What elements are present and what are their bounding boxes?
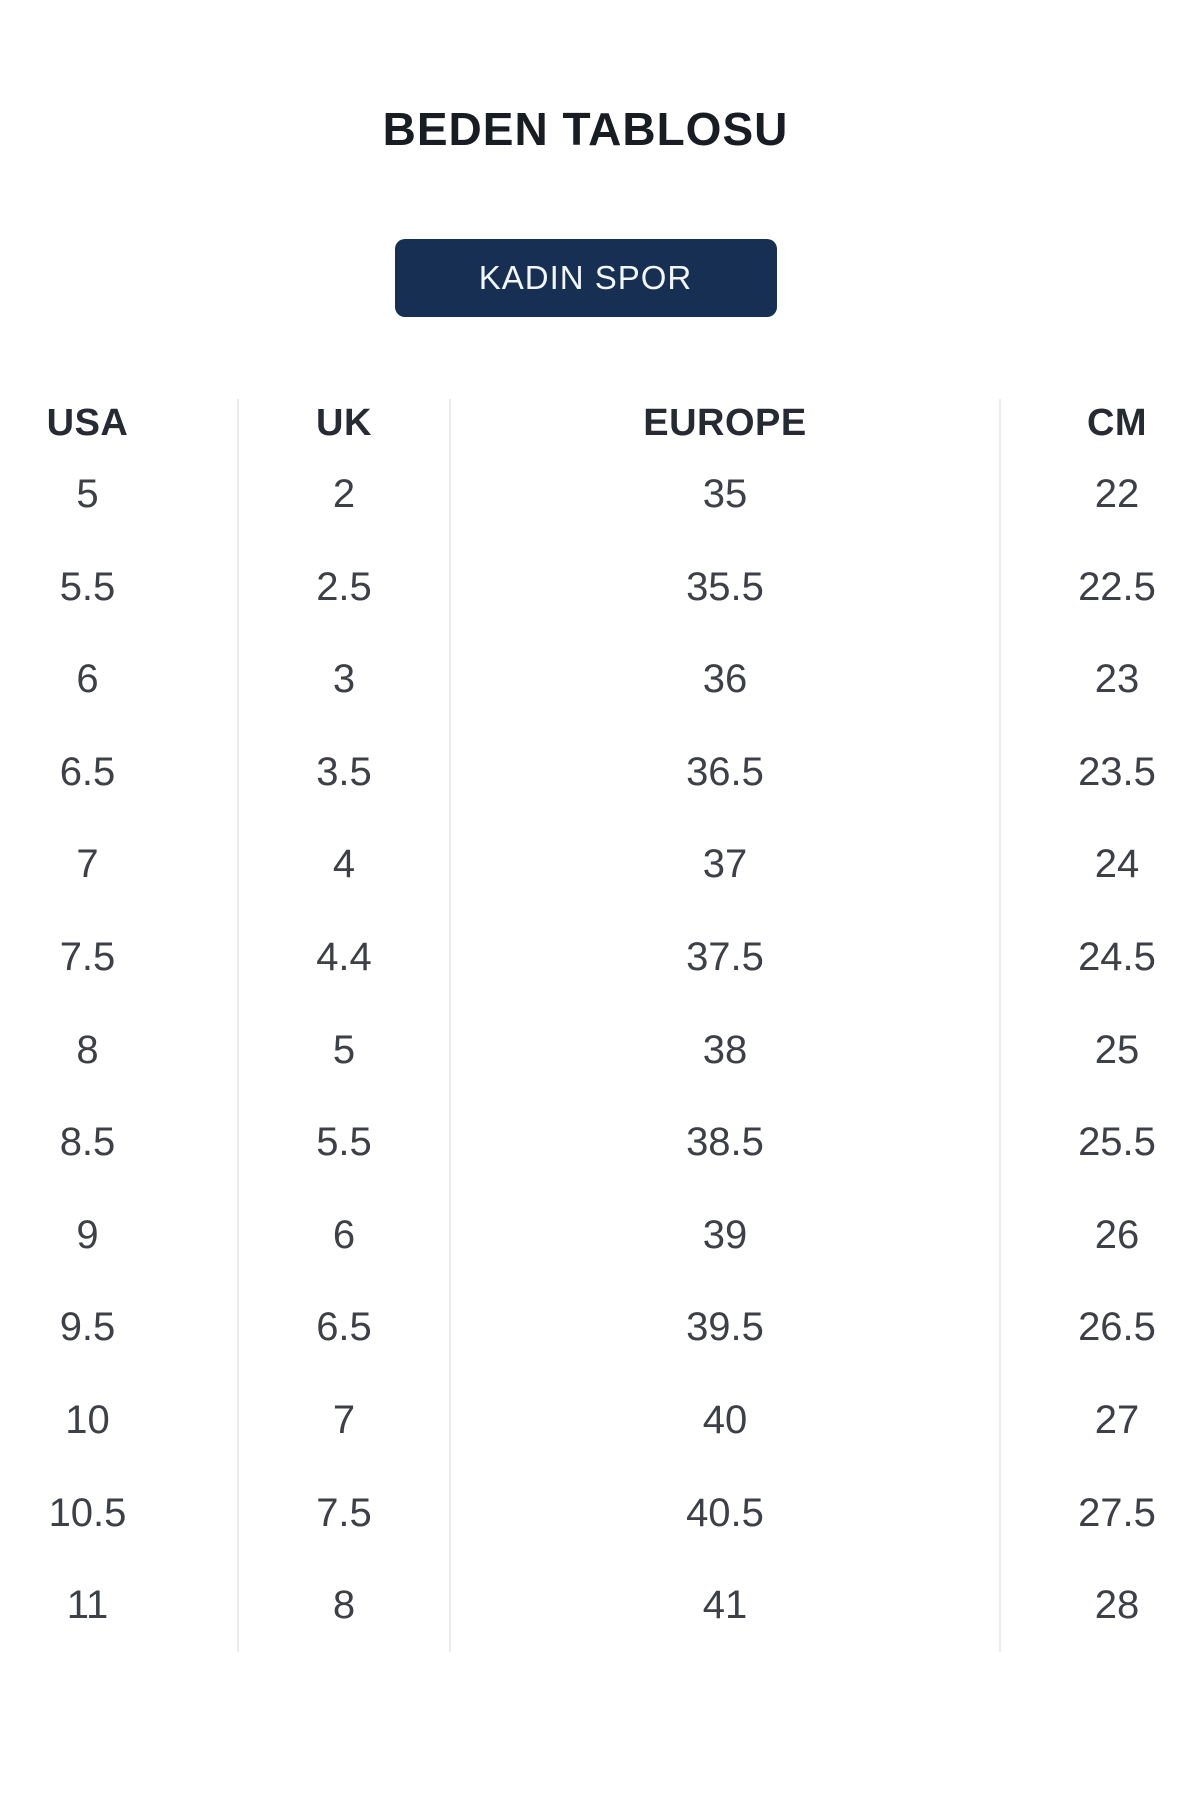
size-cell: 35.5 — [449, 540, 1000, 634]
size-table-header: USA UK EUROPE CM — [0, 399, 1200, 449]
size-cell: 6.5 — [237, 1281, 450, 1375]
column-header-uk: UK — [237, 399, 450, 449]
size-chart-page: BEDEN TABLOSU KADIN SPOR USA UK EUROPE C… — [0, 103, 1200, 1652]
size-cell: 27.5 — [999, 1466, 1200, 1560]
page-title: BEDEN TABLOSU — [382, 103, 789, 155]
size-cell: 7.5 — [59, 934, 116, 979]
size-cell: 35 — [449, 448, 1000, 541]
size-cell: 5 — [76, 471, 99, 516]
size-cell: 7.5 — [237, 1466, 450, 1560]
size-cell: 5.5 — [59, 564, 116, 609]
size-cell: 39.5 — [449, 1281, 1000, 1375]
size-cell: 6 — [237, 1188, 450, 1282]
size-cell: 24.5 — [999, 911, 1200, 1004]
size-cell: 5 — [237, 1003, 450, 1097]
size-table-body: 5 2 35 22 5.5 2.5 35.5 22.5 6 3 36 23 6.5 3.5 36.5 23.5… — [0, 448, 1200, 1652]
size-cell: 36.5 — [449, 725, 1000, 819]
size-cell: 11 — [66, 1583, 109, 1628]
size-cell: 39 — [449, 1188, 1000, 1282]
size-cell: 25 — [999, 1003, 1200, 1097]
size-cell: 8 — [237, 1559, 450, 1652]
size-cell: 4.4 — [237, 911, 450, 1004]
table-row: 10.5 7.5 40.5 27.5 — [0, 1466, 1200, 1560]
size-cell: 2.5 — [237, 540, 450, 634]
table-row: 9.5 6.5 39.5 26.5 — [0, 1281, 1200, 1375]
size-table: USA UK EUROPE CM 5 2 35 22 5.5 2.5 35.5 22.5 6 3 3… — [0, 399, 1200, 1652]
size-cell: 22 — [999, 448, 1200, 541]
size-cell: 37 — [449, 818, 1000, 912]
size-cell: 3.5 — [237, 725, 450, 819]
size-cell: 26.5 — [999, 1281, 1200, 1375]
size-cell: 3 — [237, 633, 450, 726]
size-cell: 2 — [237, 448, 450, 541]
size-cell: 10.5 — [48, 1490, 127, 1535]
size-cell: 10 — [65, 1397, 110, 1442]
table-row: 6 3 36 23 — [0, 633, 1200, 726]
size-cell: 23.5 — [999, 725, 1200, 819]
size-cell: 40 — [449, 1374, 1000, 1467]
size-cell: 5.5 — [237, 1096, 450, 1189]
size-cell: 23 — [999, 633, 1200, 726]
table-row: 6.5 3.5 36.5 23.5 — [0, 725, 1200, 819]
size-cell: 6 — [76, 657, 99, 702]
size-cell: 9 — [76, 1212, 99, 1257]
size-cell: 7 — [76, 842, 99, 887]
size-cell: 25.5 — [999, 1096, 1200, 1189]
column-header-cm: CM — [999, 399, 1200, 449]
table-row: 5 2 35 22 — [0, 448, 1200, 541]
table-row: 7.5 4.4 37.5 24.5 — [0, 911, 1200, 1004]
size-cell: 36 — [449, 633, 1000, 726]
size-cell: 26 — [999, 1188, 1200, 1282]
size-table-header-row: USA UK EUROPE CM — [0, 399, 1200, 449]
table-row: 5.5 2.5 35.5 22.5 — [0, 540, 1200, 634]
table-row: 11 8 41 28 — [0, 1559, 1200, 1652]
size-cell: 38 — [449, 1003, 1000, 1097]
size-cell: 6.5 — [59, 749, 116, 794]
category-button-kadin-spor[interactable]: KADIN SPOR — [394, 239, 777, 318]
size-cell: 37.5 — [449, 911, 1000, 1004]
size-cell: 22.5 — [999, 540, 1200, 634]
size-cell: 40.5 — [449, 1466, 1000, 1560]
size-cell: 4 — [237, 818, 450, 912]
size-cell: 28 — [999, 1559, 1200, 1652]
size-cell: 38.5 — [449, 1096, 1000, 1189]
table-row: 8.5 5.5 38.5 25.5 — [0, 1096, 1200, 1189]
size-cell: 27 — [999, 1374, 1200, 1467]
size-cell: 24 — [999, 818, 1200, 912]
table-row: 7 4 37 24 — [0, 818, 1200, 912]
size-cell: 9.5 — [59, 1305, 116, 1350]
table-row: 9 6 39 26 — [0, 1188, 1200, 1282]
column-header-usa: USA — [46, 402, 129, 445]
table-row: 10 7 40 27 — [0, 1374, 1200, 1467]
size-cell: 8 — [76, 1027, 99, 1072]
size-cell: 7 — [237, 1374, 450, 1467]
column-header-europe: EUROPE — [449, 399, 1000, 449]
size-cell: 41 — [449, 1559, 1000, 1652]
category-button-row: KADIN SPOR — [0, 239, 1200, 318]
table-row: 8 5 38 25 — [0, 1003, 1200, 1097]
size-cell: 8.5 — [59, 1120, 116, 1165]
